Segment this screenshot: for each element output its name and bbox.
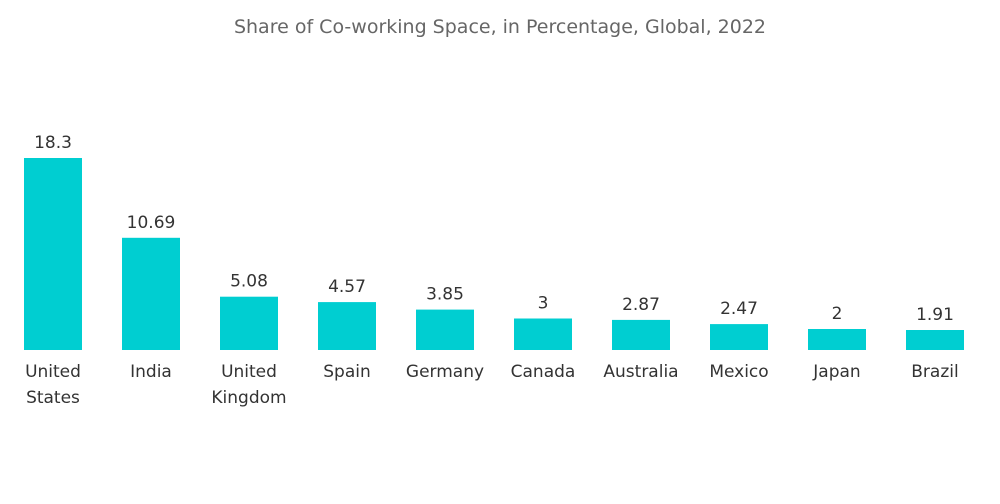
value-label-germany: 3.85 — [426, 285, 464, 305]
category-label-spain: Spain — [323, 362, 371, 382]
category-label-australia: Australia — [603, 362, 678, 382]
category-label-line: Mexico — [709, 362, 768, 382]
category-label-line: Japan — [812, 362, 860, 382]
category-label-mexico: Mexico — [709, 362, 768, 382]
chart-title: Share of Co-working Space, in Percentage… — [233, 16, 767, 38]
bar-germany — [416, 309, 474, 350]
bar-india — [122, 237, 180, 350]
category-label-india: India — [130, 362, 172, 382]
category-labels-group: United States India United Kingdom Spain Germa… — [25, 362, 959, 408]
category-label-line: Kingdom — [211, 388, 286, 408]
category-label-line: India — [130, 362, 172, 382]
bar-canada — [514, 318, 572, 350]
category-label-line: Australia — [603, 362, 678, 382]
value-label-spain: 4.57 — [328, 277, 366, 297]
value-label-india: 10.69 — [127, 213, 176, 233]
bar-united-kingdom — [220, 296, 278, 350]
category-label-line: States — [26, 388, 80, 408]
category-label-japan: Japan — [812, 362, 860, 382]
category-label-line: Canada — [511, 362, 576, 382]
value-label-brazil: 1.91 — [916, 305, 954, 325]
category-label-united-states: United States — [25, 362, 81, 408]
category-label-canada: Canada — [511, 362, 576, 382]
value-label-japan: 2 — [832, 304, 843, 324]
bar-australia — [612, 319, 670, 350]
category-label-line: Spain — [323, 362, 371, 382]
value-label-canada: 3 — [538, 294, 549, 314]
bar-spain — [318, 302, 376, 350]
bar-japan — [808, 329, 866, 350]
bars-group — [24, 158, 964, 350]
category-label-brazil: Brazil — [911, 362, 958, 382]
bar-brazil — [906, 330, 964, 350]
bar-mexico — [710, 324, 768, 350]
value-labels-group: 18.3 10.69 5.08 4.57 3.85 3 2.87 2.47 2 1.91 — [34, 133, 954, 325]
value-label-united-kingdom: 5.08 — [230, 272, 268, 292]
value-label-mexico: 2.47 — [720, 299, 758, 319]
category-label-line: United — [25, 362, 81, 382]
category-label-line: Brazil — [911, 362, 958, 382]
category-label-united-kingdom: United Kingdom — [211, 362, 286, 408]
value-label-australia: 2.87 — [622, 295, 660, 315]
category-label-line: Germany — [406, 362, 484, 382]
value-label-united-states: 18.3 — [34, 133, 72, 153]
category-label-germany: Germany — [406, 362, 484, 382]
category-label-line: United — [221, 362, 277, 382]
bar-united-states — [24, 158, 82, 350]
